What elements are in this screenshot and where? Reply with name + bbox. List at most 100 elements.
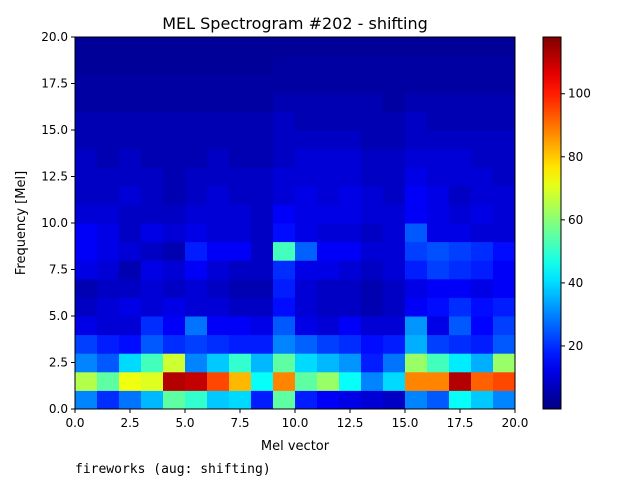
heatmap-cell [119,297,142,317]
heatmap-cell [185,371,208,391]
heatmap-cell [141,278,164,298]
heatmap-cell [207,241,230,261]
heatmap-cell [251,111,274,131]
heatmap-cell [97,37,120,57]
heatmap-cell [75,260,98,280]
x-tick-label: 15.0 [392,416,419,430]
heatmap-cell [229,353,252,373]
heatmap-cell [339,297,362,317]
heatmap-cell [119,390,142,410]
heatmap-cell [493,148,516,168]
heatmap-cell [207,74,230,94]
heatmap-cell [295,334,318,354]
y-tick-label: 17.5 [41,77,68,91]
heatmap-cell [185,223,208,243]
heatmap-cell [339,185,362,205]
heatmap-cell [141,260,164,280]
heatmap-cell [251,353,274,373]
heatmap-cell [317,278,340,298]
x-tick-label: 2.5 [120,416,139,430]
heatmap-cell [427,148,450,168]
heatmap-cell [273,130,296,150]
heatmap-cell [427,353,450,373]
heatmap-cell [141,185,164,205]
colorbar [542,36,562,410]
heatmap-cell [317,92,340,112]
heatmap-cell [141,371,164,391]
heatmap-cell [141,92,164,112]
heatmap-cell [449,204,472,224]
heatmap-cell [493,185,516,205]
heatmap-cell [449,130,472,150]
heatmap-cell [141,334,164,354]
heatmap-cell [185,167,208,187]
heatmap-cell [273,74,296,94]
heatmap-cell [493,297,516,317]
heatmap-cell [185,316,208,336]
heatmap-cell [163,297,186,317]
y-axis: 0.0 2.5 5.0 7.5 10.0 12.5 15.0 17.5 20.0 [41,30,75,416]
heatmap-cell [493,55,516,75]
heatmap-cell [383,167,406,187]
x-tick-label: 10.0 [282,416,309,430]
heatmap-cell [75,37,98,57]
heatmap-cell [273,167,296,187]
heatmap-cell [383,260,406,280]
heatmap-cell [295,297,318,317]
heatmap-cell [295,223,318,243]
heatmap-cell [163,204,186,224]
heatmap-cell [207,167,230,187]
heatmap-cell [119,111,142,131]
heatmap-cell [361,278,384,298]
heatmap-cell [97,371,120,391]
heatmap-cell [163,167,186,187]
x-tick-label: 5.0 [175,416,194,430]
heatmap-cell [75,74,98,94]
heatmap-cell [295,92,318,112]
x-axis: 0.0 2.5 5.0 7.5 10.0 12.5 15.0 17.5 20.0 [65,409,528,430]
heatmap-cell [229,297,252,317]
heatmap-cell [75,371,98,391]
heatmap-cell [229,148,252,168]
heatmap-cell [471,260,494,280]
heatmap-cell [75,316,98,336]
heatmap-cell [449,37,472,57]
heatmap-cell [405,55,428,75]
heatmap-cell [317,223,340,243]
heatmap-cells [75,37,516,410]
heatmap-cell [75,92,98,112]
heatmap-cell [207,316,230,336]
heatmap-cell [493,241,516,261]
heatmap-cell [229,74,252,94]
heatmap-cell [383,241,406,261]
heatmap-cell [207,390,230,410]
heatmap-cell [141,353,164,373]
heatmap-cell [119,371,142,391]
heatmap-cell [339,111,362,131]
heatmap-cell [339,204,362,224]
heatmap-cell [295,37,318,57]
heatmap-cell [427,130,450,150]
heatmap-cell [75,353,98,373]
heatmap-cell [97,148,120,168]
heatmap-cell [97,204,120,224]
heatmap-cell [361,185,384,205]
heatmap-cell [405,185,428,205]
heatmap-cell [75,185,98,205]
heatmap-cell [251,74,274,94]
heatmap-cell [493,316,516,336]
heatmap-cell [141,55,164,75]
heatmap-cell [229,55,252,75]
heatmap-cell [207,334,230,354]
heatmap-cell [405,148,428,168]
heatmap-cell [427,204,450,224]
heatmap-cell [229,241,252,261]
heatmap-cell [493,92,516,112]
heatmap-cell [229,130,252,150]
heatmap-cell [383,353,406,373]
heatmap-cell [339,223,362,243]
heatmap-cell [383,111,406,131]
heatmap-cell [229,390,252,410]
heatmap-cell [141,316,164,336]
heatmap-cell [229,111,252,131]
